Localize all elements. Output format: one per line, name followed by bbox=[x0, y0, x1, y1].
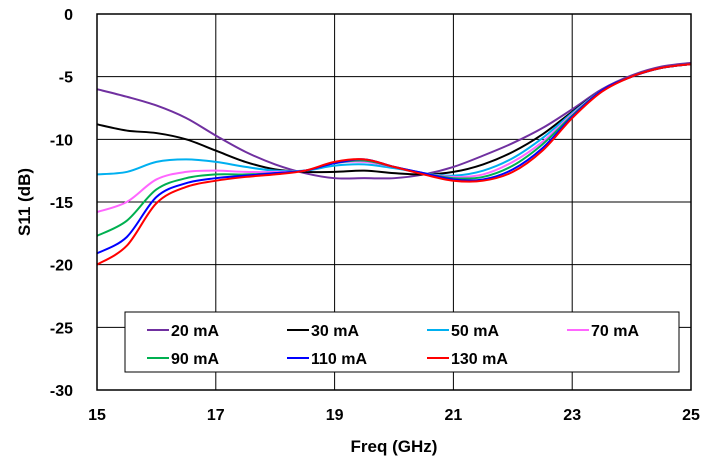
y-tick-label: -30 bbox=[50, 383, 73, 400]
x-tick-labels: 15 17 19 21 23 25 bbox=[88, 407, 700, 424]
y-tick-label: -20 bbox=[50, 258, 73, 275]
legend-label: 130 mA bbox=[451, 351, 508, 368]
legend-label: 70 mA bbox=[591, 323, 639, 340]
x-tick-label: 19 bbox=[326, 407, 344, 424]
series-line-130-ma bbox=[96, 63, 692, 266]
series-lines bbox=[96, 61, 692, 266]
x-tick-label: 17 bbox=[207, 407, 225, 424]
legend-label: 50 mA bbox=[451, 323, 499, 340]
y-tick-label: 0 bbox=[64, 7, 73, 24]
x-tick-label: 15 bbox=[88, 407, 106, 424]
legend-label: 110 mA bbox=[311, 351, 367, 368]
legend-label: 30 mA bbox=[311, 323, 359, 340]
legend-box bbox=[124, 311, 680, 373]
legend-label: 20 mA bbox=[171, 323, 219, 340]
y-tick-label: -25 bbox=[50, 320, 73, 337]
series-line-50-ma bbox=[96, 63, 692, 177]
y-tick-label: -5 bbox=[59, 70, 73, 87]
series-line-70-ma bbox=[96, 63, 692, 213]
series-line-20-ma bbox=[96, 61, 692, 180]
x-tick-label: 21 bbox=[445, 407, 463, 424]
plot-area-border bbox=[96, 13, 692, 391]
y-tick-labels: 0 -5 -10 -15 -20 -25 -30 bbox=[50, 7, 73, 400]
x-tick-label: 23 bbox=[563, 407, 581, 424]
legend: 20 mA 30 mA 50 mA 70 mA 90 mA 110 mA 130 mA bbox=[124, 311, 680, 373]
y-tick-label: -15 bbox=[50, 195, 73, 212]
x-tick-label: 25 bbox=[682, 407, 700, 424]
y-axis-title: S11 (dB) bbox=[15, 168, 34, 236]
x-axis-title: Freq (GHz) bbox=[351, 437, 438, 456]
legend-label: 90 mA bbox=[171, 351, 219, 368]
y-tick-label: -10 bbox=[50, 132, 73, 149]
series-line-30-ma bbox=[96, 63, 692, 176]
